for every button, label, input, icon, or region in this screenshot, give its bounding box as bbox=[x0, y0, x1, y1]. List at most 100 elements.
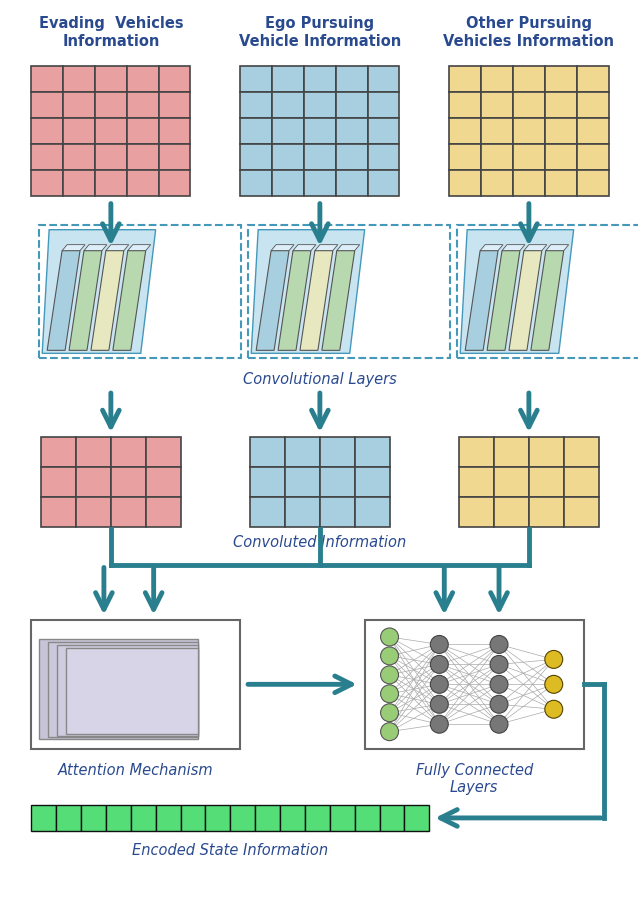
Bar bbox=[529, 467, 564, 497]
Bar bbox=[63, 66, 95, 92]
Bar bbox=[577, 66, 609, 92]
Bar bbox=[66, 648, 198, 734]
Bar bbox=[63, 92, 95, 118]
Polygon shape bbox=[300, 251, 333, 351]
Circle shape bbox=[490, 635, 508, 653]
Bar bbox=[481, 92, 513, 118]
Bar bbox=[248, 224, 451, 358]
Bar bbox=[111, 467, 146, 497]
Polygon shape bbox=[84, 245, 107, 251]
Bar bbox=[285, 467, 320, 497]
Bar bbox=[367, 144, 399, 170]
Bar bbox=[336, 170, 367, 196]
Bar bbox=[564, 467, 598, 497]
Bar bbox=[159, 170, 191, 196]
Bar bbox=[449, 144, 481, 170]
Bar bbox=[577, 170, 609, 196]
Polygon shape bbox=[487, 251, 520, 351]
Bar bbox=[481, 66, 513, 92]
Circle shape bbox=[545, 676, 563, 693]
Bar bbox=[494, 438, 529, 467]
Circle shape bbox=[430, 676, 448, 693]
Bar bbox=[76, 467, 111, 497]
Bar bbox=[39, 224, 241, 358]
Bar bbox=[63, 118, 95, 144]
Bar bbox=[31, 805, 56, 831]
Polygon shape bbox=[524, 245, 547, 251]
Bar bbox=[320, 467, 355, 497]
Bar bbox=[380, 805, 404, 831]
Bar bbox=[31, 92, 63, 118]
Bar bbox=[320, 497, 355, 527]
Bar bbox=[95, 170, 127, 196]
Bar bbox=[304, 144, 336, 170]
Bar bbox=[240, 66, 272, 92]
Bar bbox=[529, 438, 564, 467]
Bar bbox=[63, 144, 95, 170]
Circle shape bbox=[490, 715, 508, 733]
Bar bbox=[76, 438, 111, 467]
Bar bbox=[31, 170, 63, 196]
Circle shape bbox=[545, 651, 563, 668]
Text: Attention Mechanism: Attention Mechanism bbox=[58, 763, 214, 778]
Polygon shape bbox=[480, 245, 503, 251]
Bar bbox=[355, 805, 380, 831]
Bar bbox=[31, 118, 63, 144]
Bar bbox=[127, 144, 159, 170]
Bar bbox=[529, 497, 564, 527]
Bar bbox=[41, 438, 76, 467]
Bar bbox=[272, 170, 304, 196]
Circle shape bbox=[430, 635, 448, 653]
Bar bbox=[545, 92, 577, 118]
Bar bbox=[545, 170, 577, 196]
Polygon shape bbox=[128, 245, 150, 251]
Bar bbox=[76, 497, 111, 527]
Bar bbox=[127, 118, 159, 144]
Bar bbox=[95, 66, 127, 92]
Text: Other Pursuing
Vehicles Information: Other Pursuing Vehicles Information bbox=[444, 17, 614, 49]
Bar bbox=[39, 640, 198, 739]
Bar bbox=[56, 805, 81, 831]
Polygon shape bbox=[271, 245, 294, 251]
Text: Convolutional Layers: Convolutional Layers bbox=[243, 372, 397, 388]
Polygon shape bbox=[531, 251, 564, 351]
Polygon shape bbox=[278, 251, 311, 351]
Bar bbox=[285, 497, 320, 527]
Bar bbox=[577, 92, 609, 118]
Bar bbox=[250, 497, 285, 527]
Polygon shape bbox=[106, 245, 129, 251]
Bar bbox=[240, 144, 272, 170]
Bar bbox=[460, 467, 494, 497]
Bar bbox=[367, 92, 399, 118]
Bar bbox=[330, 805, 355, 831]
Bar bbox=[159, 92, 191, 118]
Circle shape bbox=[381, 703, 399, 722]
Bar bbox=[156, 805, 180, 831]
Circle shape bbox=[381, 723, 399, 740]
Bar bbox=[513, 118, 545, 144]
Bar bbox=[41, 467, 76, 497]
Circle shape bbox=[381, 665, 399, 684]
Bar bbox=[449, 66, 481, 92]
Polygon shape bbox=[465, 251, 498, 351]
Bar bbox=[180, 805, 205, 831]
Bar bbox=[159, 118, 191, 144]
Bar bbox=[285, 438, 320, 467]
Polygon shape bbox=[322, 251, 355, 351]
Polygon shape bbox=[42, 230, 156, 354]
Bar bbox=[545, 144, 577, 170]
Circle shape bbox=[381, 685, 399, 702]
Bar bbox=[159, 144, 191, 170]
Polygon shape bbox=[69, 251, 102, 351]
Bar bbox=[146, 497, 180, 527]
Bar bbox=[272, 118, 304, 144]
Bar bbox=[240, 170, 272, 196]
Bar bbox=[146, 467, 180, 497]
Bar bbox=[355, 497, 390, 527]
Bar bbox=[365, 619, 584, 749]
Bar bbox=[81, 805, 106, 831]
Bar bbox=[230, 805, 255, 831]
Bar bbox=[127, 92, 159, 118]
Bar bbox=[111, 438, 146, 467]
Circle shape bbox=[545, 701, 563, 718]
